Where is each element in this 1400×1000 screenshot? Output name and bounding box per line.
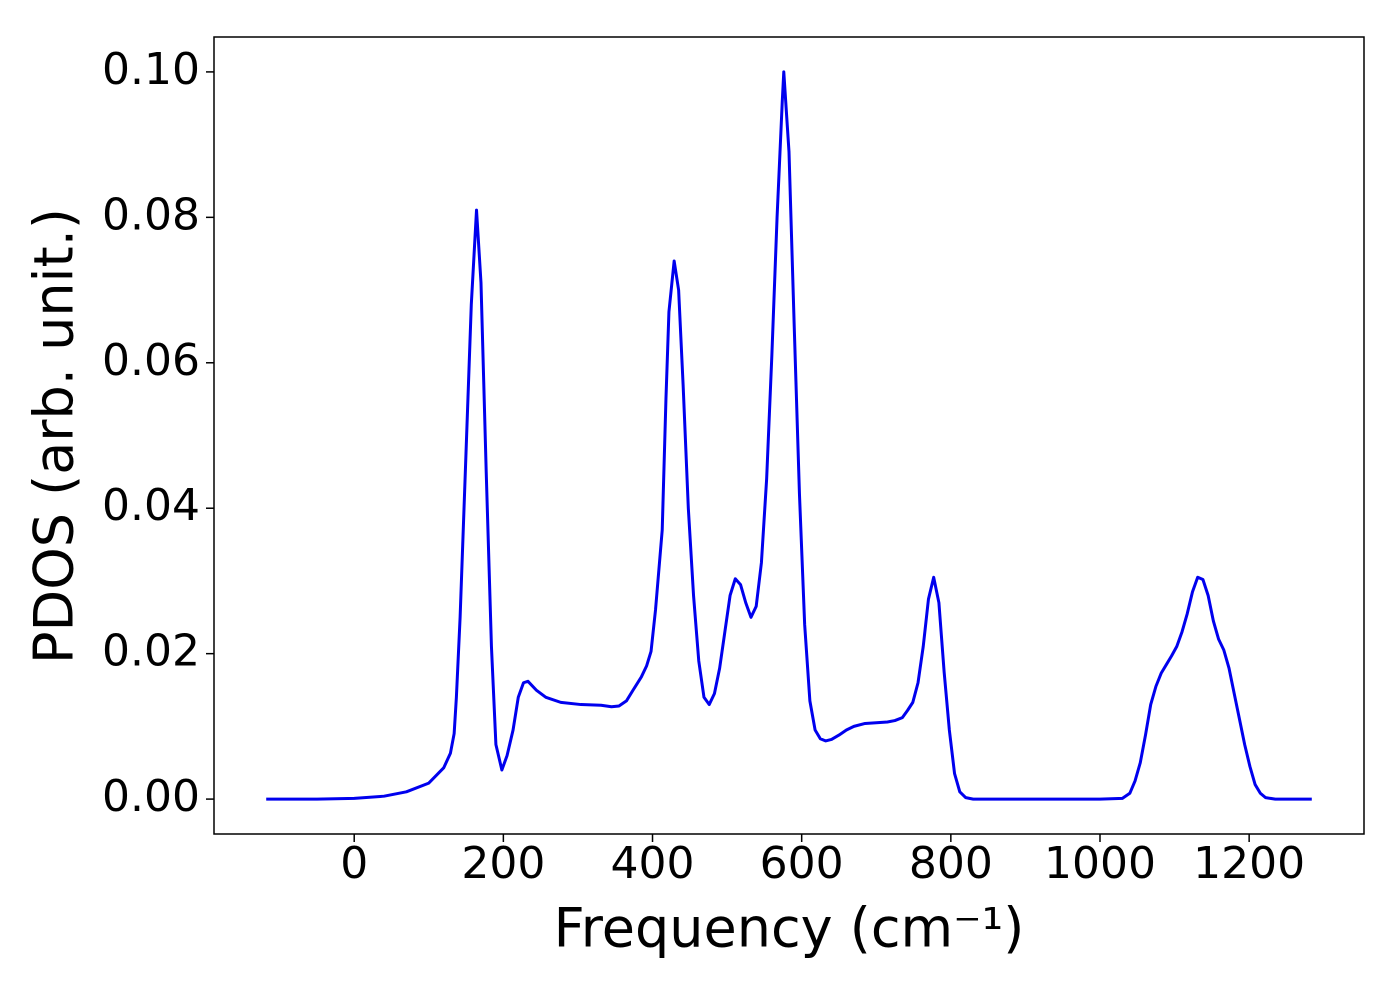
x-tick-label: 600 — [760, 838, 844, 889]
y-tick-label: 0.06 — [102, 335, 200, 386]
y-tick-label: 0.08 — [102, 189, 200, 240]
x-tick-label: 200 — [461, 838, 545, 889]
x-tick-label: 400 — [611, 838, 695, 889]
y-axis-label: PDOS (arb. unit.) — [23, 208, 86, 664]
x-tick-label: 0 — [340, 838, 368, 889]
x-tick-label: 1200 — [1193, 838, 1305, 889]
data-line — [266, 70, 1312, 801]
y-tick-label: 0.04 — [102, 480, 200, 531]
y-tick-label: 0.00 — [102, 771, 200, 822]
x-axis-label: Frequency (cm⁻¹) — [554, 897, 1025, 960]
x-tick-label: 1000 — [1044, 838, 1156, 889]
plot-frame — [213, 36, 1365, 835]
y-tick-label: 0.10 — [102, 44, 200, 95]
y-tick-label: 0.02 — [102, 626, 200, 677]
x-tick-label: 800 — [909, 838, 993, 889]
